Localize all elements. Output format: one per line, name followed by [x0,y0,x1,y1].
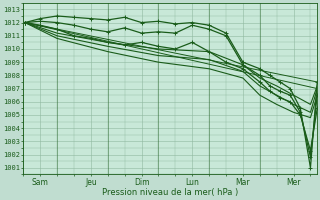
X-axis label: Pression niveau de la mer( hPa ): Pression niveau de la mer( hPa ) [102,188,238,197]
